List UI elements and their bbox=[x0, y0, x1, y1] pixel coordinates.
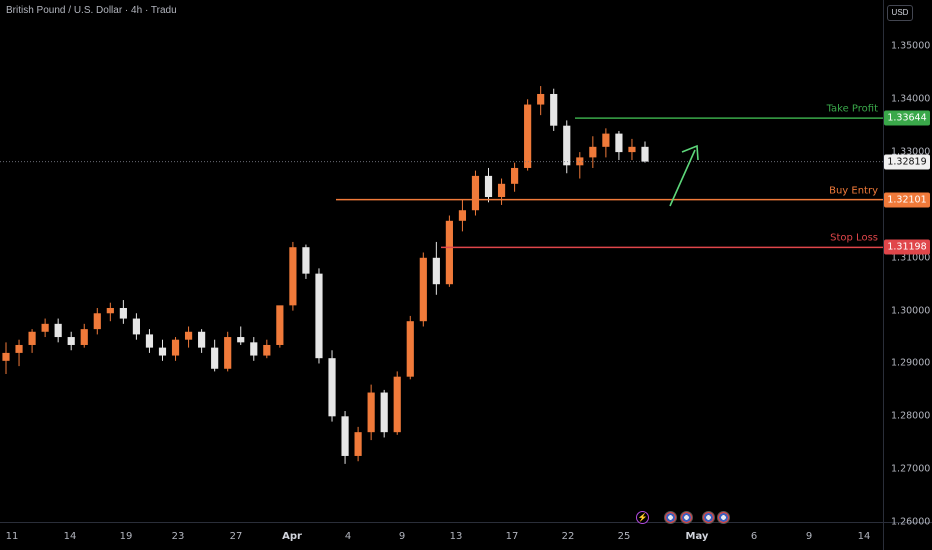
price-tick-label: 1.27000 bbox=[891, 463, 931, 475]
candle-body bbox=[289, 247, 297, 306]
price-tick-label: 1.34000 bbox=[891, 93, 931, 105]
candle-body bbox=[315, 273, 323, 359]
candle-body bbox=[511, 167, 519, 184]
candle-body bbox=[302, 247, 310, 274]
flag-icon[interactable] bbox=[664, 511, 677, 524]
candle-body bbox=[28, 331, 36, 345]
candle-body bbox=[158, 347, 167, 356]
buy-entry-price-tag: 1.32101 bbox=[884, 192, 930, 208]
price-tick-label: 1.30000 bbox=[891, 305, 931, 317]
price-tick-label: 1.26000 bbox=[891, 516, 931, 528]
price-axis-divider bbox=[883, 0, 884, 550]
candle-body bbox=[224, 337, 232, 369]
time-tick-label: 25 bbox=[617, 531, 631, 542]
price-tick-label: 1.33000 bbox=[891, 146, 931, 158]
candle-body bbox=[263, 344, 271, 356]
candle-body bbox=[93, 313, 101, 330]
candle-body bbox=[211, 347, 219, 369]
candle-body bbox=[145, 334, 154, 348]
candle-body bbox=[380, 392, 388, 433]
time-tick-label: 23 bbox=[171, 531, 185, 542]
currency-button[interactable]: USD bbox=[887, 5, 913, 21]
time-tick-label: 4 bbox=[344, 531, 352, 542]
candle-body bbox=[328, 358, 336, 417]
flag-icon[interactable] bbox=[680, 511, 693, 524]
candle-body bbox=[406, 321, 414, 377]
projection-arrow-shaft bbox=[669, 149, 696, 207]
candle-body bbox=[628, 146, 636, 153]
candle-body bbox=[276, 305, 284, 345]
time-tick-label: 17 bbox=[505, 531, 519, 542]
flag-icon[interactable] bbox=[717, 511, 730, 524]
price-tick-label: 1.29000 bbox=[891, 357, 931, 369]
flag-icon[interactable] bbox=[702, 511, 715, 524]
candle-body bbox=[354, 432, 362, 456]
candle-body bbox=[250, 342, 258, 356]
time-tick-label: 11 bbox=[5, 531, 19, 542]
candle-body bbox=[641, 146, 649, 162]
projection-arrow-head bbox=[681, 144, 699, 161]
time-tick-label: May bbox=[685, 531, 709, 542]
time-tick-label: 22 bbox=[561, 531, 575, 542]
candle-body bbox=[615, 133, 623, 153]
time-tick-label: 14 bbox=[857, 531, 871, 542]
candle-body bbox=[458, 210, 467, 221]
candle-body bbox=[419, 257, 427, 322]
take-profit-label: Take Profit bbox=[826, 103, 878, 115]
price-tick-label: 1.28000 bbox=[891, 410, 931, 422]
candle-body bbox=[41, 323, 49, 332]
time-tick-label: 19 bbox=[119, 531, 133, 542]
candle-body bbox=[171, 339, 180, 356]
flash-icon[interactable]: ⚡ bbox=[636, 511, 649, 524]
current-price-tag: 1.32819 bbox=[884, 154, 930, 170]
candle-body bbox=[184, 331, 193, 340]
candle-body bbox=[198, 331, 206, 348]
candle-body bbox=[524, 104, 532, 168]
candle-body bbox=[132, 318, 140, 335]
stop-loss-price-tag: 1.31198 bbox=[884, 239, 930, 255]
time-tick-label: 14 bbox=[63, 531, 77, 542]
time-tick-label: Apr bbox=[282, 531, 302, 542]
candle-body bbox=[54, 323, 62, 338]
time-tick-label: 13 bbox=[449, 531, 463, 542]
candle-body bbox=[67, 337, 75, 345]
candle-body bbox=[497, 183, 506, 198]
candle-body bbox=[367, 392, 375, 433]
price-tick-label: 1.31000 bbox=[891, 252, 931, 264]
candle-body bbox=[393, 376, 401, 433]
candle-body bbox=[602, 133, 610, 147]
candle-body bbox=[2, 352, 10, 361]
candle-body bbox=[563, 125, 571, 166]
time-tick-label: 6 bbox=[750, 531, 758, 542]
candle-body bbox=[237, 337, 245, 343]
candle-body bbox=[106, 307, 114, 314]
time-tick-label: 9 bbox=[398, 531, 406, 542]
price-tick-label: 1.35000 bbox=[891, 40, 931, 52]
stop-loss-label: Stop Loss bbox=[830, 232, 878, 244]
candle-body bbox=[550, 93, 558, 126]
take-profit-price-tag: 1.33644 bbox=[884, 110, 930, 126]
candle-body bbox=[537, 93, 545, 105]
candle-body bbox=[589, 146, 597, 158]
candle-body bbox=[445, 220, 453, 285]
candle-body bbox=[341, 416, 349, 456]
candle-body bbox=[80, 329, 88, 345]
candle-body bbox=[484, 175, 493, 198]
candle-body bbox=[119, 307, 127, 319]
time-tick-label: 27 bbox=[229, 531, 243, 542]
candle-body bbox=[15, 344, 23, 353]
time-axis-divider bbox=[0, 522, 932, 523]
symbol-title: British Pound / U.S. Dollar · 4h · Tradu bbox=[6, 5, 177, 16]
time-tick-label: 9 bbox=[805, 531, 813, 542]
candle-body bbox=[471, 175, 480, 211]
candle-body bbox=[432, 257, 440, 285]
buy-entry-label: Buy Entry bbox=[829, 185, 878, 197]
